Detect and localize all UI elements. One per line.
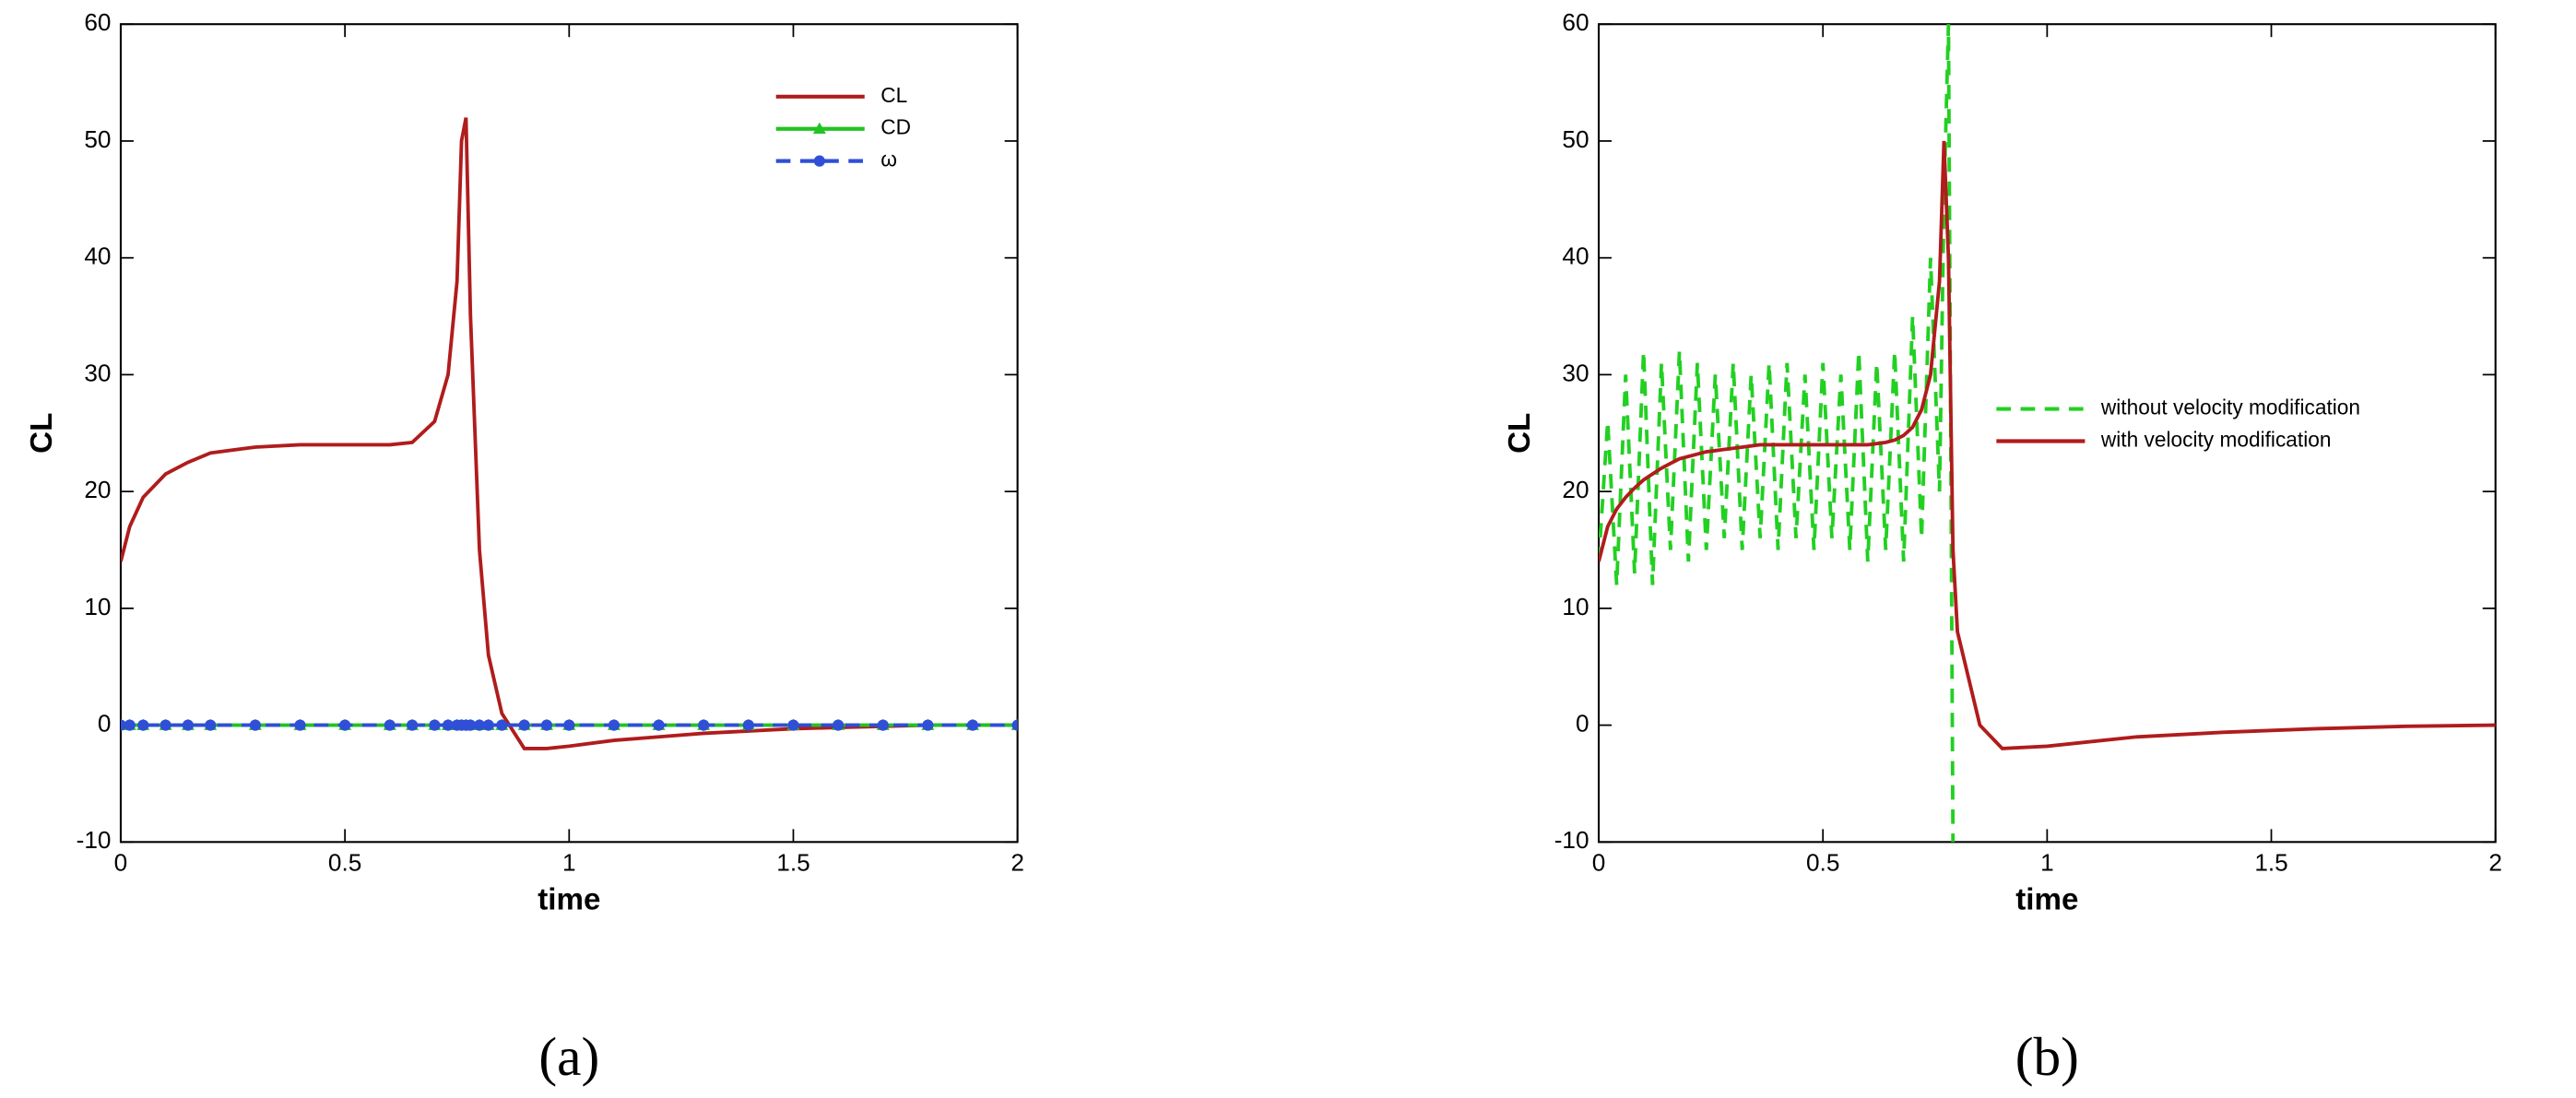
marker [182,719,195,731]
legend-label: CD [880,115,911,139]
marker [518,719,530,731]
marker [294,719,306,731]
y-tick-label: 20 [84,476,111,503]
legend-label: without velocity modification [2100,396,2360,419]
marker [496,719,508,731]
caption: (a) [538,1026,599,1087]
marker [922,719,934,731]
x-tick-label: 2 [1010,849,1024,877]
y-axis-label: CL [25,413,59,454]
marker [966,719,979,731]
series-line [1599,140,2496,750]
marker [540,719,553,731]
series-line [120,117,1018,750]
marker [429,719,441,731]
y-tick-label: 20 [1562,476,1589,503]
marker [249,719,261,731]
marker [482,719,494,731]
marker [832,719,845,731]
marker [442,719,455,731]
plot-area [120,117,1018,750]
x-tick-label: 1.5 [2254,849,2287,877]
y-tick-label: 40 [1562,242,1589,270]
x-tick-label: 1 [2040,849,2054,877]
marker [465,719,477,731]
legend-marker [812,122,826,134]
y-tick-label: -10 [1554,826,1589,854]
marker [406,719,419,731]
y-tick-label: 0 [98,710,112,738]
x-tick-label: 2 [2488,849,2502,877]
y-tick-label: 0 [1576,710,1589,738]
marker [787,719,799,731]
y-tick-label: -10 [77,826,112,854]
legend-marker [813,155,825,167]
x-tick-label: 1.5 [776,849,809,877]
x-tick-label: 0.5 [328,849,361,877]
x-axis-label: time [538,883,600,917]
plot-area [1599,24,2496,843]
series-line [1599,24,1956,843]
marker [653,719,665,731]
legend-label: ω [880,148,897,171]
marker [339,719,351,731]
x-tick-label: 0 [1592,849,1606,877]
legend-label: CL [880,83,907,107]
y-tick-label: 50 [84,125,111,153]
marker [1011,719,1018,731]
marker [137,719,149,731]
marker [742,719,754,731]
y-tick-label: 30 [84,359,111,386]
y-tick-label: 30 [1562,359,1589,386]
plot-frame [1597,23,2497,844]
caption: (b) [2015,1026,2079,1087]
marker [160,719,171,731]
y-tick-label: 10 [84,593,111,620]
marker [124,719,136,731]
x-axis-label: time [2015,883,2078,917]
marker [473,719,486,731]
marker [608,719,620,731]
y-tick-label: 60 [84,8,111,36]
x-tick-label: 0.5 [1806,849,1839,877]
marker [205,719,217,731]
marker [877,719,889,731]
y-axis-label: CL [1503,413,1537,454]
x-tick-label: 0 [114,849,128,877]
marker [698,719,710,731]
marker [384,719,396,731]
y-tick-label: 50 [1562,125,1589,153]
y-tick-label: 60 [1562,8,1589,36]
marker [563,719,575,731]
y-tick-label: 10 [1562,593,1589,620]
legend-label: with velocity modification [2100,428,2332,452]
x-tick-label: 1 [562,849,576,877]
y-tick-label: 40 [84,242,111,270]
